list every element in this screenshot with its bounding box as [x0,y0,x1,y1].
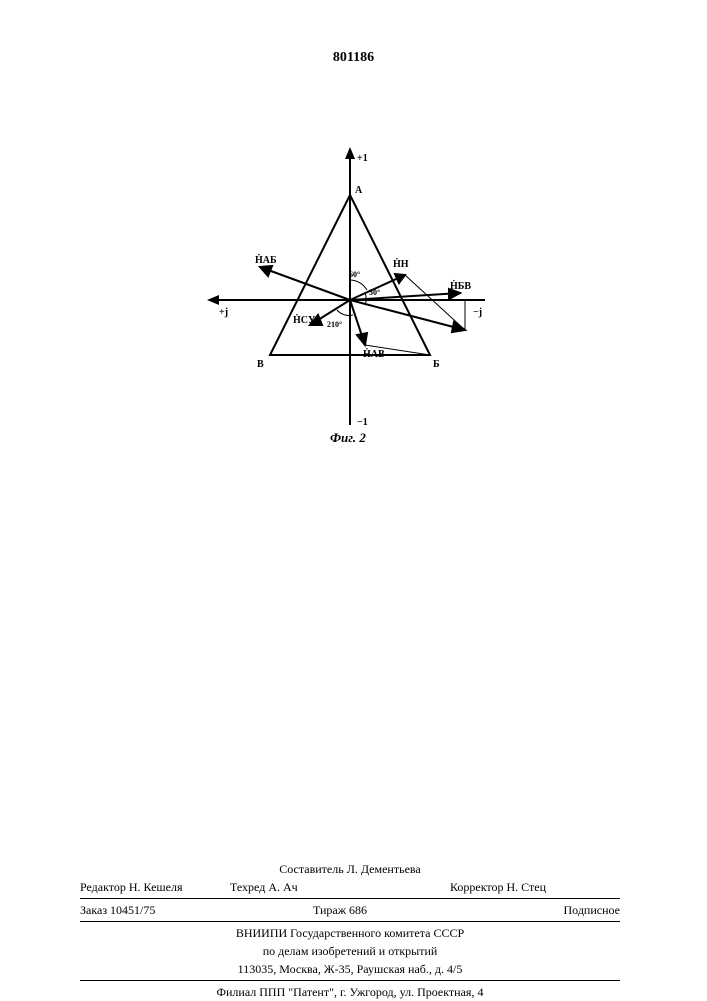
addr: 113035, Москва, Ж-35, Раушская наб., д. … [80,960,620,978]
axis-minusj: −j [473,307,482,318]
tirage: Тираж 686 [230,901,450,919]
label-HBV: ḢБВ [450,280,471,292]
signed: Подписное [450,901,620,919]
label-HAV: ḢАВ [363,348,385,360]
axis-plusj: +j [219,307,228,318]
compiler-line: Составитель Л. Дементьева [80,860,620,878]
order-row: Заказ 10451/75 Тираж 686 Подписное [80,901,620,922]
vertex-B: Б [433,359,440,370]
org2: по делам изобретений и открытий [80,942,620,960]
branch: Филиал ППП "Патент", г. Ужгород, ул. Про… [80,983,620,1001]
page-number: 801186 [333,50,374,66]
vertex-A: А [355,185,363,196]
angle-210: 210° [327,320,342,329]
corrector: Корректор Н. Стец [450,878,620,896]
label-Hn: ḢН [393,258,409,270]
label-HAB: ḢАБ [255,254,277,266]
figure-caption: Фиг. 2 [330,430,366,446]
imprint-block: Составитель Л. Дементьева Редактор Н. Ке… [80,860,620,1001]
angle-30: 30° [369,288,380,297]
vector-diagram: +1 −1 +j −j А Б В ḢАБ ḢН ḢБВ ḢСУ [205,145,495,435]
axis-plus1: +1 [357,153,368,164]
techred: Техред А. Ач [230,878,450,896]
label-Hsy: ḢСУ [293,314,316,326]
axis-minus1: −1 [357,417,368,428]
vertex-V: В [257,359,264,370]
org-block: ВНИИПИ Государственного комитета СССР по… [80,924,620,981]
angle-60: 60° [349,270,360,279]
order: Заказ 10451/75 [80,901,230,919]
credits-row: Редактор Н. Кешеля Техред А. Ач Корректо… [80,878,620,899]
editor: Редактор Н. Кешеля [80,878,230,896]
org1: ВНИИПИ Государственного комитета СССР [80,924,620,942]
